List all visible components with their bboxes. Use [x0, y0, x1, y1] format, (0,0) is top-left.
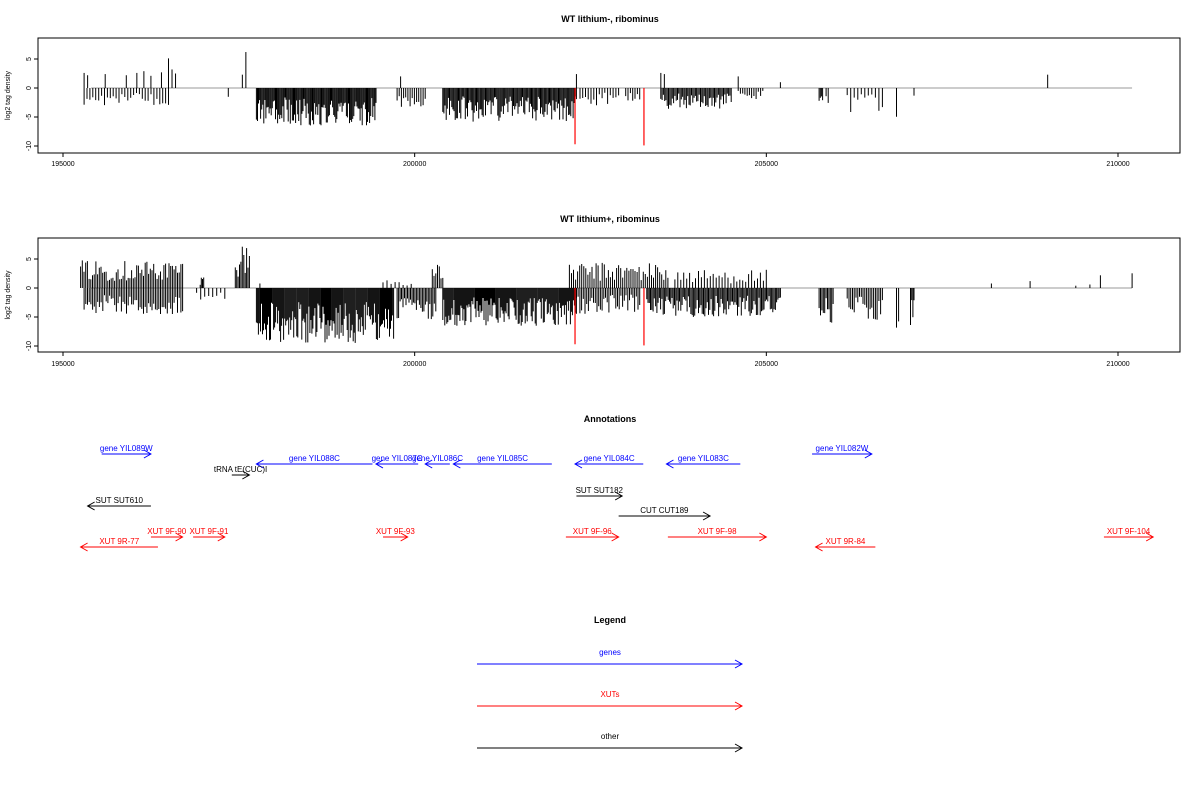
legend: Legend genes XUTs other	[477, 615, 744, 753]
feature-label: XUT 9F-93	[376, 527, 416, 536]
feature-arrow	[424, 459, 450, 469]
y-axis-label: log2 tag density	[5, 270, 12, 320]
x-tick-label: 210000	[1106, 361, 1129, 368]
feature-arrow	[618, 511, 712, 521]
x-tick-label: 205000	[755, 161, 778, 168]
annotations-title: Annotations	[584, 414, 637, 424]
track-panel-2: WT lithium+, ribominus -10 -5 0 5 log2 tag de…	[5, 214, 1181, 368]
y-axis-label: log2 tag density	[5, 70, 12, 120]
feature-label: gene YIL087C	[372, 454, 423, 463]
x-tick-label: 195000	[51, 361, 74, 368]
feature-label: gene YIL083C	[678, 454, 729, 463]
feature-label: gene YIL084C	[584, 454, 635, 463]
feature-label: SUT SUT182	[576, 486, 624, 495]
x-tick-label: 210000	[1106, 161, 1129, 168]
feature-arrow	[667, 532, 768, 542]
feature-label: gene YIL088C	[289, 454, 340, 463]
x-tick-label: 195000	[51, 161, 74, 168]
plot-frame	[37, 37, 1181, 154]
feature-arrow	[374, 459, 419, 469]
feature-arrow	[255, 459, 373, 469]
legend-label: genes	[599, 648, 621, 657]
density-bars	[80, 246, 1133, 346]
feature-label: XUT 9F-90	[147, 527, 187, 536]
feature-arrow	[565, 532, 620, 542]
x-tick-label: 200000	[403, 161, 426, 168]
annotations-panel: Annotations gene YIL089W gene YIL088C gene …	[79, 414, 1155, 552]
legend-arrow	[477, 743, 744, 753]
y-tick-label: 5	[26, 257, 33, 261]
x-tick-label: 200000	[403, 361, 426, 368]
legend-label: other	[601, 732, 620, 741]
feature-label: XUT 9F-91	[189, 527, 229, 536]
feature-arrow	[812, 449, 873, 459]
feature-label: gene YIL086C	[412, 454, 463, 463]
feature-label: XUT 9R-84	[826, 537, 866, 546]
y-tick-label: 0	[26, 286, 33, 290]
legend-arrow	[477, 701, 744, 711]
y-tick-label: 5	[26, 57, 33, 61]
y-tick-label: -5	[26, 114, 33, 120]
feature-arrow	[383, 532, 409, 542]
feature-arrow	[193, 532, 226, 542]
x-tick-label: 205000	[755, 361, 778, 368]
feature-arrow	[101, 449, 152, 459]
legend-label: XUTs	[600, 690, 619, 699]
feature-arrow	[86, 501, 151, 511]
feature-label: XUT 9F-104	[1107, 527, 1151, 536]
plot-title: WT lithium+, ribominus	[560, 214, 660, 224]
feature-label: XUT 9R-77	[99, 537, 139, 546]
feature-label: XUT 9F-98	[698, 527, 738, 536]
feature-arrow	[1103, 532, 1155, 542]
track-panel-1: WT lithium-, ribominus -10 -5 0 5 log2 tag de…	[5, 14, 1181, 168]
feature-label: gene YIL082W	[816, 444, 869, 453]
feature-label: XUT 9F-96	[573, 527, 613, 536]
legend-arrow	[477, 659, 744, 669]
feature-label: gene YIL085C	[477, 454, 528, 463]
feature-arrow	[574, 459, 644, 469]
feature-arrow	[79, 542, 158, 552]
feature-label: tRNA tE(CUC)I	[214, 465, 267, 474]
y-tick-label: -5	[26, 314, 33, 320]
feature-arrow	[665, 459, 741, 469]
feature-arrow	[231, 470, 251, 480]
y-tick-label: -10	[26, 341, 33, 351]
feature-arrow	[452, 459, 552, 469]
feature-arrow	[576, 491, 624, 501]
y-tick-label: 0	[26, 86, 33, 90]
feature-label: SUT SUT610	[96, 496, 144, 505]
feature-label: CUT CUT189	[640, 506, 689, 515]
plot-frame	[37, 237, 1181, 353]
y-tick-label: -10	[26, 141, 33, 151]
feature-label: gene YIL089W	[100, 444, 153, 453]
plot-title: WT lithium-, ribominus	[561, 14, 659, 24]
density-bars	[83, 52, 1049, 146]
feature-arrow	[150, 532, 184, 542]
legend-title: Legend	[594, 615, 626, 625]
feature-arrow	[814, 542, 876, 552]
